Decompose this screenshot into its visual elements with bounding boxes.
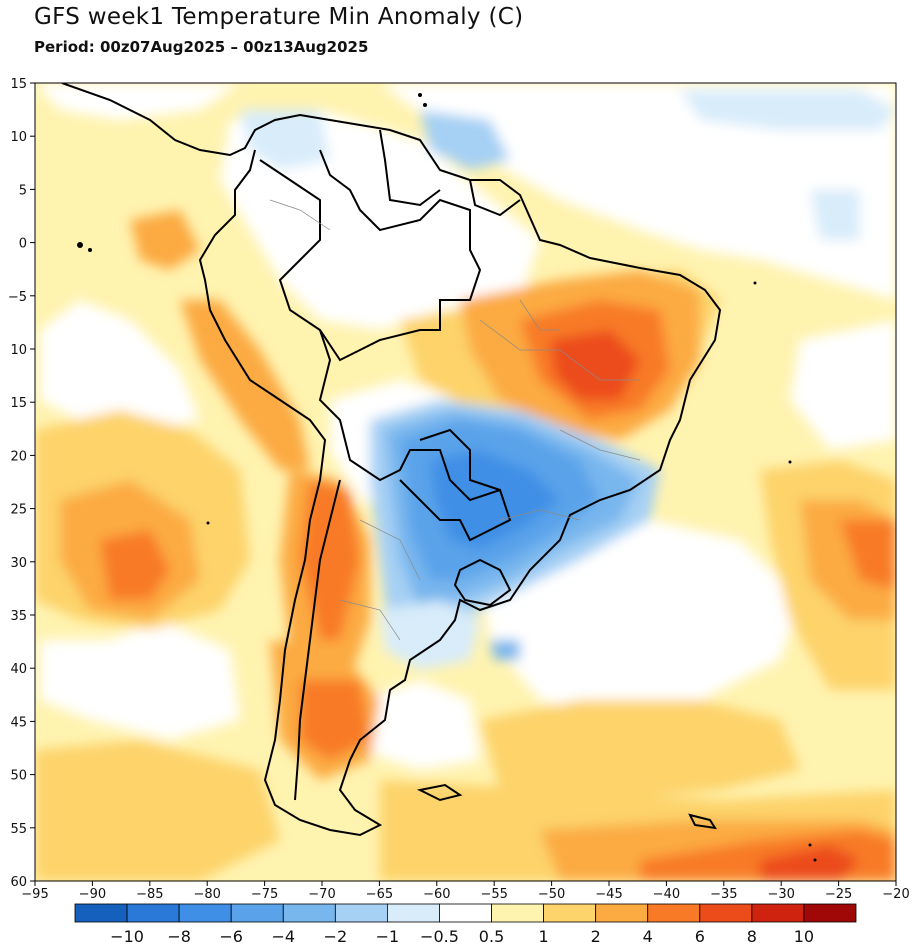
colorbar-swatch bbox=[647, 903, 701, 923]
colorbar-label: 4 bbox=[643, 927, 653, 946]
lon-tick-label: −40 bbox=[653, 887, 680, 902]
lon-tick-label: −50 bbox=[538, 887, 565, 902]
lat-tick-label: 45 bbox=[10, 715, 27, 730]
lat-tick-label: 60 bbox=[10, 875, 27, 890]
lat-tick-label: −5 bbox=[8, 290, 27, 305]
lat-tick-label: 10 bbox=[10, 343, 27, 358]
colorbar-swatch bbox=[491, 903, 544, 923]
colorbar-swatch bbox=[178, 903, 232, 923]
colorbar-label: −10 bbox=[110, 927, 144, 946]
lat-tick-label: 20 bbox=[10, 449, 27, 464]
colorbar-swatch bbox=[803, 903, 857, 923]
colorbar-swatch bbox=[439, 903, 492, 923]
lon-tick-label: −75 bbox=[251, 887, 278, 902]
colorbar-swatch bbox=[543, 903, 597, 923]
colorbar-swatch bbox=[386, 903, 440, 923]
colorbar-label: 6 bbox=[695, 927, 705, 946]
colorbar-label: −6 bbox=[219, 927, 243, 946]
colorbar-swatch bbox=[282, 903, 336, 923]
lat-tick-label: 15 bbox=[10, 396, 27, 411]
plot-frame bbox=[34, 82, 897, 882]
colorbar-swatch bbox=[751, 903, 805, 923]
lat-tick-label: 15 bbox=[10, 77, 27, 92]
colorbar: −10 −8 −6 −4 −2 −1 −0.5 0.5 1 2 4 6 8 10 bbox=[74, 903, 857, 946]
lon-tick-label: −70 bbox=[308, 887, 335, 902]
lat-tick-label: 5 bbox=[19, 183, 27, 198]
lat-tick-label: 25 bbox=[10, 503, 27, 518]
lon-tick-label: −85 bbox=[136, 887, 163, 902]
anomaly-field bbox=[35, 83, 896, 881]
lat-tick-label: 10 bbox=[10, 130, 27, 145]
lon-tick-label: −55 bbox=[480, 887, 507, 902]
lat-tick-label: 40 bbox=[10, 662, 27, 677]
lon-axis: −95 −90 −85 −80 −75 −70 −65 −60 −55 −50 −45 −40 −35 −… bbox=[21, 881, 910, 902]
lat-tick-label: 30 bbox=[10, 556, 27, 571]
colorbar-label: −1 bbox=[376, 927, 400, 946]
lon-tick-label: −95 bbox=[21, 887, 48, 902]
islands bbox=[77, 93, 817, 862]
colorbar-swatch bbox=[595, 903, 649, 923]
colorbar-label: −4 bbox=[271, 927, 295, 946]
coastline bbox=[61, 83, 722, 837]
colorbar-label: −2 bbox=[324, 927, 348, 946]
lon-tick-label: −65 bbox=[366, 887, 393, 902]
lat-tick-label: 50 bbox=[10, 769, 27, 784]
colorbar-swatch bbox=[126, 903, 180, 923]
colorbar-swatch bbox=[699, 903, 753, 923]
lon-tick-label: −45 bbox=[595, 887, 622, 902]
lon-tick-label: −20 bbox=[882, 887, 909, 902]
state-borders bbox=[269, 199, 641, 641]
lon-tick-label: −35 bbox=[710, 887, 737, 902]
lon-tick-label: −25 bbox=[825, 887, 852, 902]
colorbar-label: 1 bbox=[539, 927, 549, 946]
colorbar-label: −0.5 bbox=[420, 927, 459, 946]
colorbar-swatch bbox=[74, 903, 128, 923]
colorbar-label: 0.5 bbox=[479, 927, 504, 946]
chart-title: GFS week1 Temperature Min Anomaly (C) bbox=[34, 4, 524, 30]
colorbar-label: −8 bbox=[167, 927, 191, 946]
lat-tick-label: 35 bbox=[10, 609, 27, 624]
period-label: Period: 00z07Aug2025 – 00z13Aug2025 bbox=[34, 38, 369, 56]
lon-tick-label: −30 bbox=[767, 887, 794, 902]
colorbar-label: 8 bbox=[747, 927, 757, 946]
lat-tick-label: 0 bbox=[19, 237, 27, 252]
colorbar-label: 10 bbox=[794, 927, 814, 946]
lon-tick-label: −90 bbox=[79, 887, 106, 902]
lon-tick-label: −60 bbox=[423, 887, 450, 902]
colorbar-label: 2 bbox=[591, 927, 601, 946]
colorbar-swatch bbox=[334, 903, 388, 923]
colorbar-swatch bbox=[230, 903, 284, 923]
lat-tick-label: 55 bbox=[10, 822, 27, 837]
lon-tick-label: −80 bbox=[193, 887, 220, 902]
